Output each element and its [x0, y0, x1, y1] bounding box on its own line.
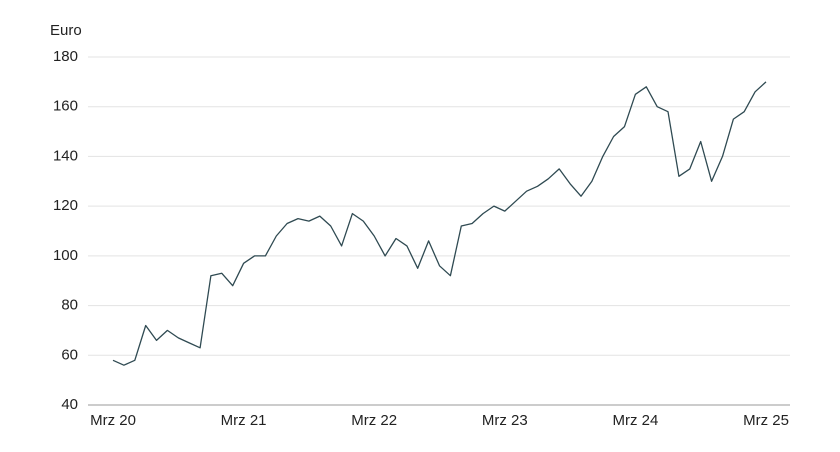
x-tick-label: Mrz 25 [743, 412, 789, 429]
y-tick-label: 160 [53, 98, 78, 115]
x-tick-label: Mrz 22 [351, 412, 397, 429]
x-tick-label: Mrz 24 [612, 412, 658, 429]
y-tick-label: 40 [61, 396, 78, 413]
y-axis-label: Euro [50, 22, 82, 39]
y-tick-label: 60 [61, 346, 78, 363]
y-tick-label: 140 [53, 147, 78, 164]
price-line [112, 81, 767, 366]
y-tick-label: 120 [53, 197, 78, 214]
y-tick-label: 180 [53, 48, 78, 65]
x-tick-label: Mrz 23 [482, 412, 528, 429]
x-tick-label: Mrz 20 [90, 412, 136, 429]
y-tick-label: 80 [61, 297, 78, 314]
x-tick-label: Mrz 21 [221, 412, 267, 429]
y-tick-label: 100 [53, 247, 78, 264]
